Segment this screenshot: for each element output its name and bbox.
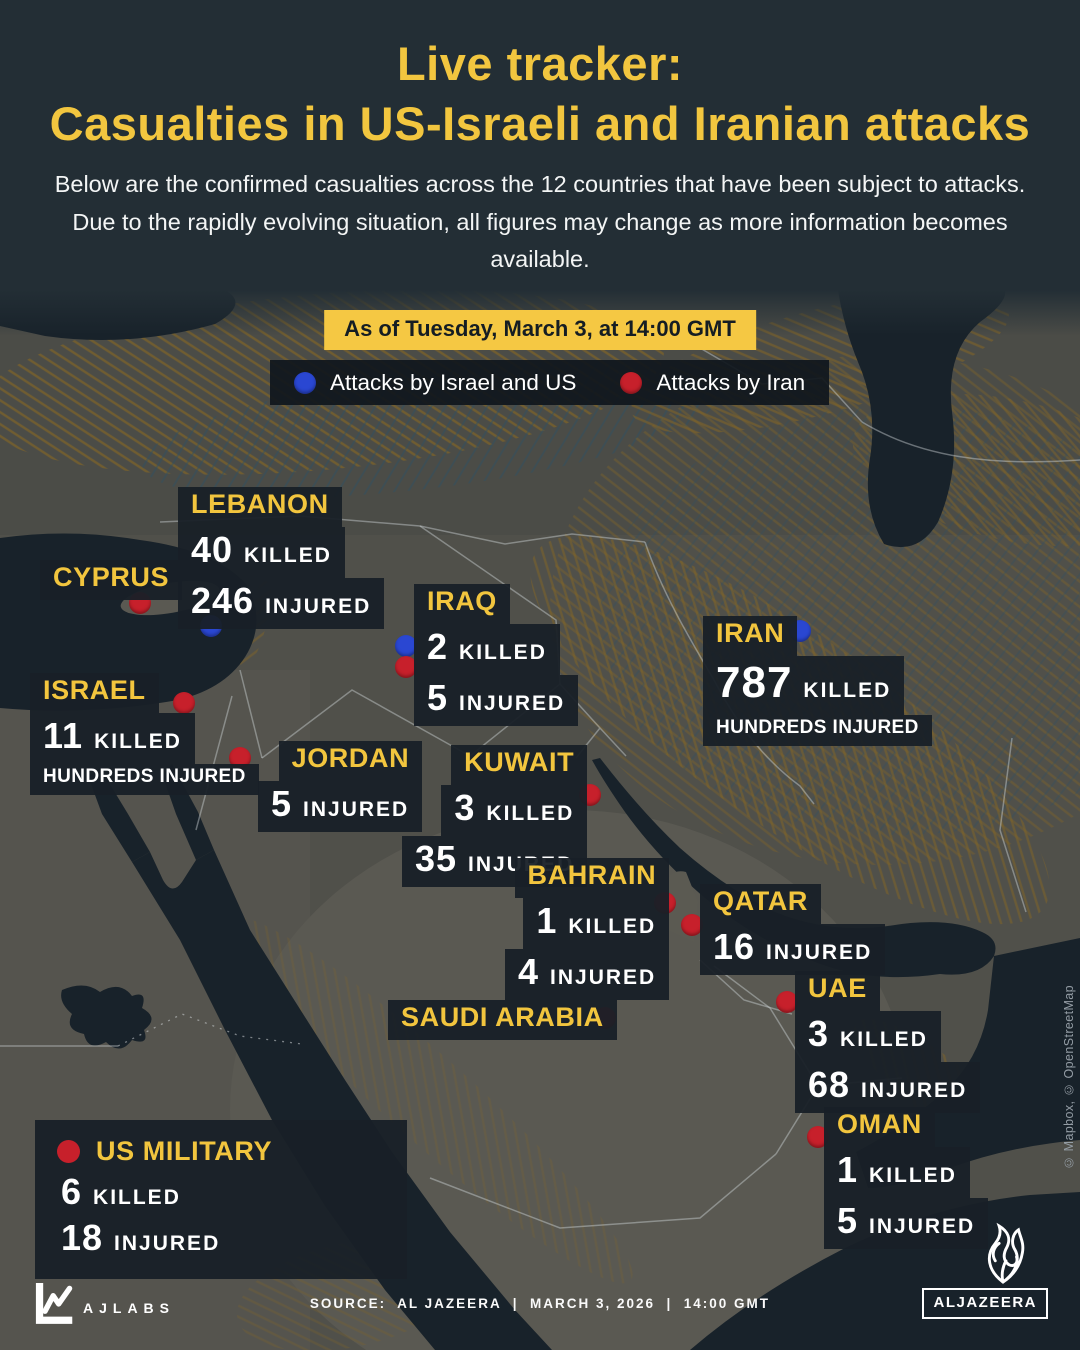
- card-jordan: JORDAN 5 INJURED: [258, 741, 423, 832]
- ajlabs-label: AJLABS: [83, 1300, 176, 1316]
- killed-label: KILLED: [94, 730, 182, 753]
- injured-label: INJURED: [303, 798, 410, 821]
- marker-oman-iran-attack: [807, 1126, 829, 1148]
- card-israel: ISRAEL 11 KILLED HUNDREDS INJURED: [30, 673, 259, 795]
- source-line: SOURCE: AL JAZEERA | MARCH 3, 2026 | 14:…: [309, 1296, 771, 1311]
- marker-jordan-iran-attack: [229, 747, 251, 769]
- country-name: US MILITARY: [96, 1136, 273, 1166]
- country-name: OMAN: [837, 1109, 922, 1139]
- injured-count: 246: [191, 580, 255, 621]
- injured-count: 4: [518, 951, 540, 992]
- killed-count: 787: [716, 658, 793, 707]
- aljazeera-flame-icon: [987, 1222, 1025, 1284]
- killed-count: 40: [191, 529, 234, 570]
- ajlabs-logo: AJLABS: [35, 1281, 175, 1325]
- iran-attack-marker-icon: [620, 371, 643, 394]
- killed-count: 6: [61, 1171, 83, 1212]
- page-title-line1: Live tracker:: [396, 37, 684, 90]
- country-name: IRAN: [716, 618, 785, 648]
- card-iran: IRAN 787 KILLED HUNDREDS INJURED: [703, 616, 932, 746]
- legend-label-iran: Attacks by Iran: [656, 369, 806, 395]
- killed-label: KILLED: [803, 679, 892, 702]
- injured-count: 68: [808, 1064, 851, 1105]
- card-uae: UAE 3 KILLED 68 INJURED: [795, 971, 981, 1113]
- killed-label: KILLED: [869, 1164, 957, 1187]
- card-cyprus: CYPRUS: [40, 560, 183, 600]
- injured-count: 5: [427, 677, 449, 718]
- page-subtitle: Below are the confirmed casualties acros…: [54, 171, 1026, 273]
- killed-label: KILLED: [93, 1186, 181, 1209]
- card-saudi-arabia: SAUDI ARABIA: [388, 1000, 617, 1040]
- killed-label: KILLED: [244, 544, 332, 567]
- injured-label: INJURED: [114, 1232, 221, 1255]
- injured-count: 5: [837, 1200, 859, 1241]
- legend: Attacks by Israel and US Attacks by Iran: [270, 360, 830, 405]
- killed-count: 11: [43, 715, 84, 756]
- injured-count: 18: [61, 1217, 104, 1258]
- injured-label: INJURED: [550, 966, 657, 989]
- injured-count: 16: [713, 926, 756, 967]
- israel-us-attack-marker-icon: [294, 371, 316, 394]
- aljazeera-wordmark: ALJAZEERA: [922, 1288, 1048, 1319]
- country-name: CYPRUS: [53, 562, 170, 592]
- killed-label: KILLED: [840, 1028, 928, 1051]
- country-name: UAE: [808, 973, 867, 1003]
- card-us-military: US MILITARY 6 KILLED 18 INJURED: [35, 1120, 407, 1279]
- card-bahrain: BAHRAIN 1 KILLED 4 INJURED: [505, 858, 670, 1000]
- killed-count: 2: [427, 626, 449, 667]
- killed-count: 3: [454, 787, 476, 828]
- country-name: QATAR: [713, 886, 808, 916]
- injured-text: HUNDREDS INJURED: [43, 766, 246, 787]
- killed-label: KILLED: [568, 915, 657, 938]
- killed-label: KILLED: [486, 802, 575, 825]
- as-of-badge: As of Tuesday, March 3, at 14:00 GMT: [324, 310, 756, 350]
- country-name: SAUDI ARABIA: [401, 1002, 604, 1032]
- injured-label: INJURED: [861, 1079, 968, 1102]
- card-qatar: QATAR 16 INJURED: [700, 884, 886, 975]
- injured-label: INJURED: [869, 1215, 976, 1238]
- marker-qatar-iran-attack: [681, 914, 703, 936]
- killed-count: 1: [536, 900, 558, 941]
- country-name: KUWAIT: [464, 747, 575, 777]
- injured-label: INJURED: [265, 595, 372, 618]
- killed-count: 1: [837, 1149, 859, 1190]
- injured-label: INJURED: [459, 692, 566, 715]
- country-name: BAHRAIN: [527, 860, 657, 890]
- card-lebanon: LEBANON 40 KILLED 246 INJURED: [178, 487, 385, 629]
- marker-uae-iran-attack: [776, 991, 798, 1013]
- card-oman: OMAN 1 KILLED 5 INJURED: [824, 1107, 989, 1249]
- marker-us-military-iran-attack: [57, 1140, 80, 1163]
- page-title-line2: Casualties in US-Israeli and Iranian att…: [49, 97, 1031, 150]
- injured-text: HUNDREDS INJURED: [716, 717, 919, 738]
- country-name: LEBANON: [191, 489, 329, 519]
- killed-count: 3: [808, 1013, 830, 1054]
- marker-iraq-israel-us-attack: [395, 635, 417, 657]
- marker-israel-iran-attack: [173, 692, 195, 714]
- injured-label: INJURED: [766, 941, 873, 964]
- country-name: ISRAEL: [43, 675, 146, 705]
- ajlabs-chart-icon: [35, 1283, 73, 1324]
- injured-count: 5: [271, 783, 293, 824]
- legend-label-israel-us: Attacks by Israel and US: [330, 369, 577, 395]
- killed-label: KILLED: [459, 641, 547, 664]
- card-iraq: IRAQ 2 KILLED 5 INJURED: [414, 584, 579, 726]
- country-name: IRAQ: [427, 586, 497, 616]
- marker-iraq-iran-attack: [395, 656, 417, 678]
- map-attribution: © Mapbox, © OpenStreetMap: [1062, 985, 1076, 1170]
- country-name: JORDAN: [291, 743, 410, 773]
- injured-count: 35: [415, 838, 458, 879]
